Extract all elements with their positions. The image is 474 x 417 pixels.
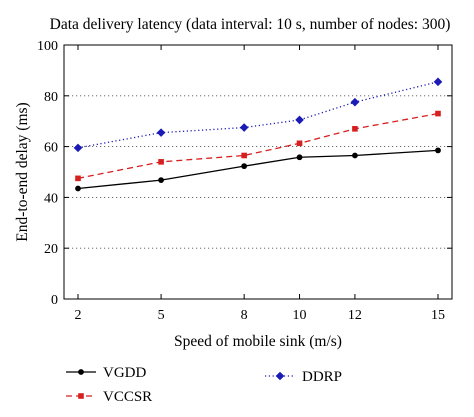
data-point — [241, 152, 247, 159]
y-axis-ticks: 0 20 40 60 80 100 — [37, 39, 452, 308]
x-tick-label: 15 — [431, 308, 445, 323]
series-ddrp — [73, 77, 443, 153]
data-point — [435, 147, 441, 154]
y-tick-label: 20 — [44, 242, 58, 257]
series-vgdd — [75, 147, 441, 192]
series-line — [77, 149, 439, 190]
data-point — [350, 97, 360, 107]
plot-area: 0 20 40 60 80 100 2 5 8 10 12 15 — [37, 39, 453, 323]
legend-marker — [78, 369, 84, 375]
data-point — [239, 123, 249, 132]
series-line — [77, 112, 439, 179]
data-point — [296, 140, 303, 147]
data-point — [158, 159, 164, 165]
x-tick-label: 5 — [158, 308, 165, 323]
y-tick-label: 80 — [44, 90, 58, 105]
x-axis-label: Speed of mobile sink (m/s) — [174, 333, 342, 350]
series-layer — [73, 77, 443, 192]
legend-label: VGDD — [103, 365, 146, 381]
x-tick-label: 8 — [241, 308, 248, 323]
series-line — [77, 81, 439, 149]
y-axis-label: End-to-end delay (ms) — [14, 102, 31, 241]
data-point — [352, 126, 358, 132]
x-tick-label: 10 — [293, 308, 307, 323]
data-point — [295, 115, 304, 125]
y-tick-label: 40 — [44, 191, 58, 206]
legend-item-vgdd: VGDD — [66, 365, 146, 381]
y-tick-label: 60 — [44, 141, 58, 156]
y-tick-label: 0 — [51, 293, 58, 308]
data-point — [296, 154, 303, 161]
legend-item-vccsr: VCCSR — [66, 389, 152, 405]
data-point — [435, 110, 441, 117]
data-point — [73, 143, 83, 153]
chart-title: Data delivery latency (data interval: 10… — [50, 16, 451, 33]
data-point — [75, 175, 81, 182]
x-tick-label: 12 — [348, 308, 362, 323]
legend-marker — [275, 371, 285, 381]
data-point — [352, 152, 358, 159]
y-tick-label: 100 — [37, 39, 58, 54]
data-point — [433, 77, 443, 87]
legend-label: VCCSR — [103, 389, 152, 405]
grid-lines — [64, 95, 452, 249]
legend-label: DDRP — [302, 369, 342, 385]
x-tick-label: 2 — [75, 308, 82, 323]
x-axis-ticks: 2 5 8 10 12 15 — [75, 45, 445, 323]
data-point — [75, 185, 81, 192]
series-vccsr — [75, 110, 441, 182]
data-point — [241, 163, 248, 170]
legend-marker — [78, 393, 84, 399]
data-point — [156, 128, 166, 137]
data-point — [158, 177, 164, 184]
plot-frame — [63, 44, 453, 300]
legend: VGDD VCCSR DDRP — [66, 365, 342, 405]
legend-item-ddrp: DDRP — [265, 369, 342, 385]
